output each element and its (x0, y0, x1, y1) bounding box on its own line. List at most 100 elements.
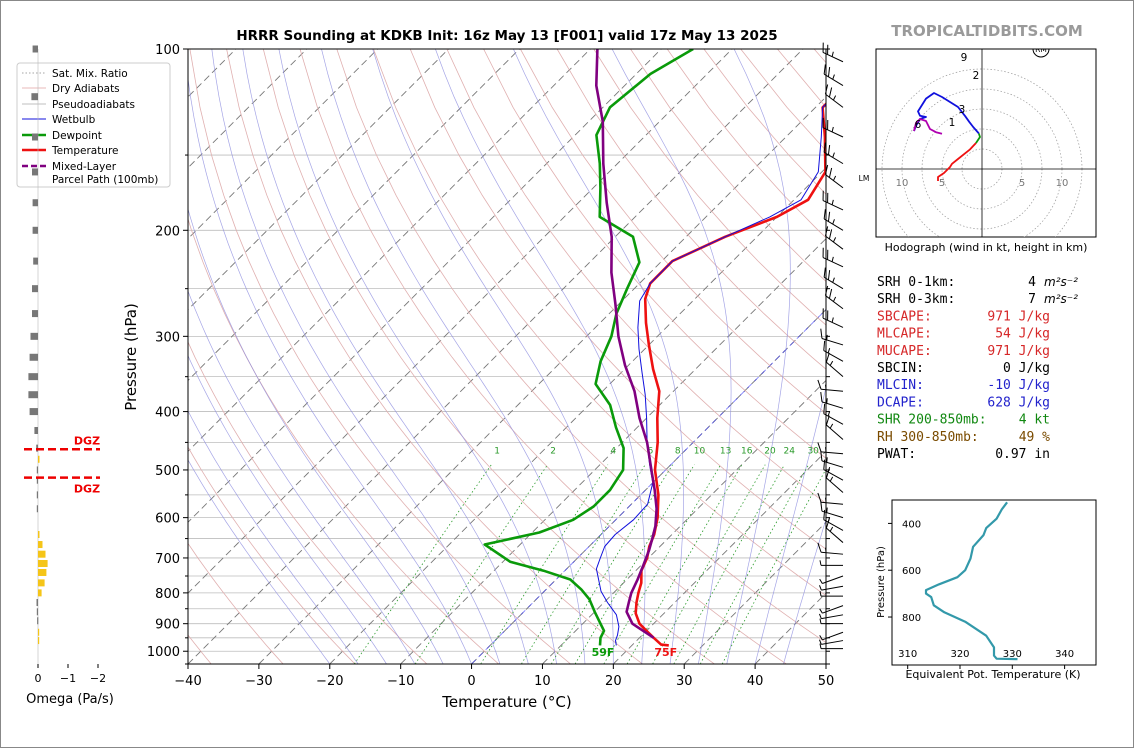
zero-isotherm (471, 308, 826, 664)
barb-half-flag (832, 219, 835, 225)
y-tick-label: 200 (155, 224, 180, 239)
moist-adiabat (754, 386, 826, 664)
moist-adiabat (188, 207, 444, 664)
legend-label-line: Mixed-Layer (52, 161, 117, 173)
wind-barb (819, 585, 844, 591)
omega-bar (38, 559, 48, 567)
barb-staff (825, 93, 844, 108)
theta-e-x-tick-label: 320 (950, 649, 969, 660)
mixing-ratio-line (652, 464, 766, 664)
omega-panel: Omega (Pa/s) 0 −1 −2 DGZ DGZ (24, 45, 114, 707)
wind-barb (817, 379, 844, 392)
omega-bar (29, 408, 38, 416)
barb-flag (823, 509, 826, 520)
wind-barb (825, 352, 844, 378)
dry-adiabat (188, 446, 356, 664)
y-tick-label: 800 (155, 587, 180, 602)
barb-half-flag (819, 591, 822, 597)
barb-staff (825, 235, 844, 250)
theta-e-plot (924, 501, 1018, 661)
wind-barb (819, 639, 844, 645)
y-tick-label: 400 (155, 406, 180, 421)
barb-staff (823, 519, 844, 531)
omega-bar (36, 476, 38, 484)
wind-barb (823, 403, 844, 425)
legend-label-line: Temperature (51, 145, 119, 157)
legend-label: Sat. Mix. Ratio (52, 68, 128, 80)
dry-adiabat (483, 49, 826, 459)
moist-adiabat (188, 354, 387, 664)
legend-label: Temperature (51, 145, 119, 157)
barb-half-flag (826, 398, 828, 404)
barb-flag (827, 145, 831, 155)
hodo-ring-label: 10 (1056, 178, 1069, 189)
omega-bar (32, 133, 38, 141)
wind-barb (820, 392, 844, 409)
omega-bar (28, 373, 38, 381)
dry-adiabat (520, 49, 826, 415)
hodo-height-label: 3 (959, 104, 966, 116)
barb-half-flag (832, 175, 837, 181)
barb-flag (825, 468, 830, 479)
x-tick-label: 40 (747, 674, 764, 689)
barb-half-flag (832, 237, 837, 243)
hodo-ring-label: 10 (896, 178, 909, 189)
legend-label: Pseudoadiabats (52, 99, 135, 111)
barb-flag (825, 518, 830, 529)
skewt-axes-frame (187, 48, 827, 665)
theta-e-panel: Equivalent Pot. Temperature (K) Pressure… (876, 499, 1097, 681)
theta-e-ylabel: Pressure (hPa) (876, 546, 887, 618)
moist-adiabat (372, 49, 614, 664)
barb-flag (823, 267, 826, 278)
omega-bar (32, 45, 38, 53)
moist-adiabat (726, 49, 791, 664)
barb-flag (822, 247, 824, 258)
stat-label: MLCIN: (877, 378, 924, 393)
barb-staff (823, 218, 844, 231)
barb-half-flag (819, 608, 823, 614)
dgz-label: DGZ (74, 483, 100, 496)
mixing-ratio-label: 6 (648, 447, 654, 457)
dry-adiabat (409, 49, 826, 550)
barb-flag (817, 492, 822, 503)
omega-bar (32, 285, 38, 293)
omega-bar (34, 426, 38, 434)
omega-bar (36, 608, 38, 616)
dry-adiabat (373, 49, 826, 597)
theta-e-line (924, 501, 1018, 661)
barb-flag (823, 64, 826, 75)
stat-label: SRH 0-1km: (877, 275, 955, 290)
x-tick-label: 20 (605, 674, 622, 689)
skewt-background-lines: 1 2 4 6 8 10 13 16 20 24 30 36 (188, 49, 839, 664)
x-tick-label: 30 (676, 674, 693, 689)
skewt-legend: Sat. Mix. Ratio Dry Adiabats Pseudoadiabat… (16, 62, 171, 188)
barb-flag (827, 310, 829, 321)
barb-flag (827, 211, 831, 222)
mixing-ratio-label: 36 (827, 447, 839, 457)
barb-flag (828, 167, 833, 178)
moist-adiabat (278, 49, 557, 664)
moist-adiabat (211, 49, 501, 664)
hodo-height-label: 9 (961, 52, 968, 64)
wind-barb (823, 340, 844, 362)
stat-label: SHR 200-850mb: (877, 413, 987, 428)
barb-staff (822, 575, 844, 584)
barb-half-flag (831, 317, 834, 323)
barb-staff (822, 127, 844, 138)
barb-half-flag (819, 618, 822, 624)
legend-label-line: Sat. Mix. Ratio (52, 68, 128, 80)
barb-flag (827, 192, 829, 203)
barb-flag (824, 164, 829, 175)
mixing-ratio-label: 30 (807, 447, 819, 457)
barb-flag (828, 229, 833, 240)
hodo-lm-label: LM (859, 174, 870, 183)
barb-staff (826, 424, 844, 440)
dry-adiabat (188, 341, 428, 664)
barb-staff (822, 200, 844, 211)
barb-flag (827, 270, 831, 280)
barb-half-flag (819, 613, 822, 619)
wind-barb (824, 226, 844, 250)
y-tick-label: 300 (155, 330, 180, 345)
barb-half-flag (826, 507, 828, 513)
